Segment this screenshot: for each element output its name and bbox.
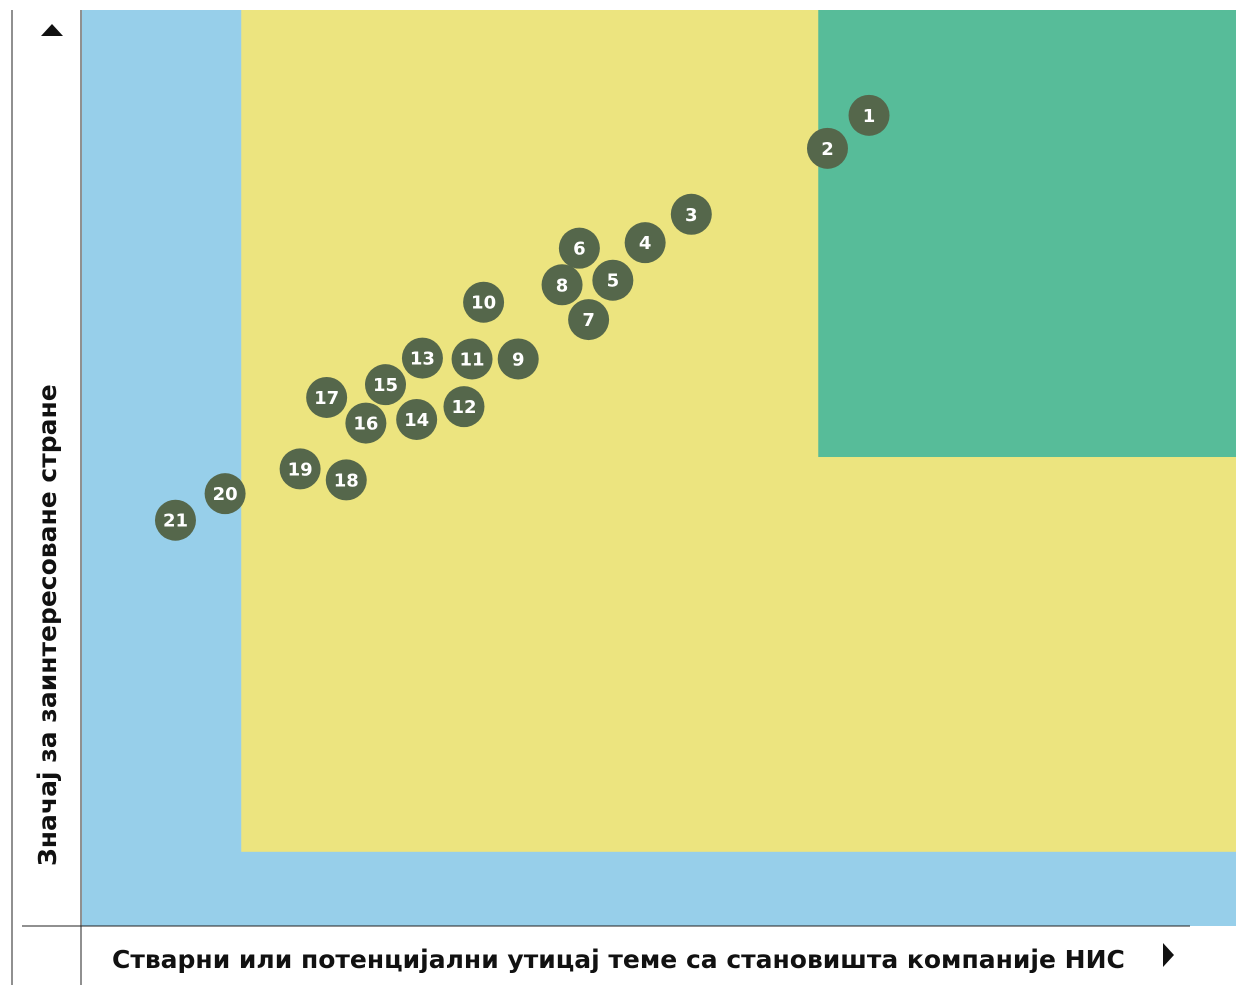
point-label: 10 — [471, 293, 496, 314]
point-marker — [670, 193, 712, 235]
y-axis-arrow-icon — [41, 24, 63, 36]
point-label: 17 — [314, 388, 339, 409]
point-marker — [848, 94, 890, 136]
point-label: 16 — [353, 414, 378, 435]
zones-layer — [82, 10, 1236, 926]
point-marker — [345, 402, 387, 444]
point-marker — [306, 376, 348, 418]
x-axis-title: Стварни или потенцијални утицај теме са … — [112, 945, 1125, 974]
y-axis-title: Значај за заинтересоване стране — [33, 384, 62, 866]
point-marker — [806, 127, 848, 169]
point-marker — [463, 281, 505, 323]
point-9: 9 — [497, 338, 539, 380]
point-17: 17 — [306, 376, 348, 418]
point-label: 13 — [410, 349, 435, 370]
point-14: 14 — [396, 398, 438, 440]
point-label: 4 — [639, 233, 652, 254]
point-5: 5 — [592, 259, 634, 301]
point-marker — [365, 364, 407, 406]
point-marker — [279, 448, 321, 490]
point-19: 19 — [279, 448, 321, 490]
point-6: 6 — [558, 227, 600, 269]
point-20: 20 — [204, 473, 246, 515]
point-marker — [558, 227, 600, 269]
point-18: 18 — [325, 459, 367, 501]
point-12: 12 — [443, 386, 485, 428]
point-label: 3 — [685, 205, 698, 226]
point-1: 1 — [848, 94, 890, 136]
point-label: 19 — [288, 459, 313, 480]
zone-high — [818, 10, 1236, 458]
point-marker — [154, 499, 196, 541]
point-marker — [497, 338, 539, 380]
point-label: 6 — [573, 239, 586, 260]
point-label: 15 — [373, 375, 398, 396]
point-11: 11 — [451, 338, 493, 380]
point-label: 20 — [213, 484, 238, 505]
point-marker — [204, 473, 246, 515]
point-16: 16 — [345, 402, 387, 444]
point-7: 7 — [568, 299, 610, 341]
point-label: 5 — [607, 271, 620, 292]
point-label: 7 — [582, 310, 595, 331]
point-marker — [541, 264, 583, 306]
x-axis-arrow-icon — [1163, 943, 1174, 967]
point-marker — [401, 337, 443, 379]
point-marker — [568, 299, 610, 341]
point-label: 2 — [821, 139, 834, 160]
point-label: 14 — [404, 410, 429, 431]
point-label: 12 — [451, 397, 476, 418]
point-label: 1 — [863, 106, 876, 127]
point-15: 15 — [365, 364, 407, 406]
point-3: 3 — [670, 193, 712, 235]
point-4: 4 — [624, 222, 666, 264]
point-8: 8 — [541, 264, 583, 306]
point-marker — [592, 259, 634, 301]
point-marker — [443, 386, 485, 428]
point-2: 2 — [806, 127, 848, 169]
point-marker — [451, 338, 493, 380]
point-marker — [396, 398, 438, 440]
point-marker — [325, 459, 367, 501]
point-10: 10 — [463, 281, 505, 323]
point-21: 21 — [154, 499, 196, 541]
point-label: 8 — [556, 275, 569, 296]
point-label: 21 — [163, 511, 188, 532]
point-label: 11 — [460, 349, 485, 370]
point-marker — [624, 222, 666, 264]
point-label: 9 — [512, 349, 525, 370]
point-label: 18 — [334, 470, 359, 491]
point-13: 13 — [401, 337, 443, 379]
